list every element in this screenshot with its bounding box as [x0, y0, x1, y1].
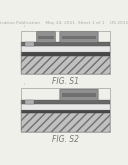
Bar [21, 100, 110, 104]
Bar [62, 93, 96, 97]
Text: Patent Application Publication    May 24, 2011  Sheet 1 of 1    US 2011/0124511 : Patent Application Publication May 24, 2… [0, 21, 128, 25]
Bar [21, 104, 110, 110]
Text: FIG. S2: FIG. S2 [52, 135, 79, 144]
Bar [21, 56, 110, 74]
Bar [62, 35, 96, 39]
Text: FIG. S1: FIG. S1 [52, 77, 79, 86]
Bar [21, 42, 110, 46]
FancyBboxPatch shape [60, 89, 98, 101]
Bar [21, 114, 110, 132]
Bar [21, 52, 110, 56]
FancyBboxPatch shape [60, 31, 98, 43]
Bar [21, 110, 110, 114]
Bar [25, 42, 34, 46]
FancyBboxPatch shape [37, 31, 55, 43]
Bar [21, 114, 110, 132]
Bar [21, 46, 110, 52]
Bar [21, 88, 110, 132]
Bar [38, 35, 54, 39]
Bar [25, 100, 34, 104]
Bar [21, 31, 110, 74]
Bar [21, 56, 110, 74]
